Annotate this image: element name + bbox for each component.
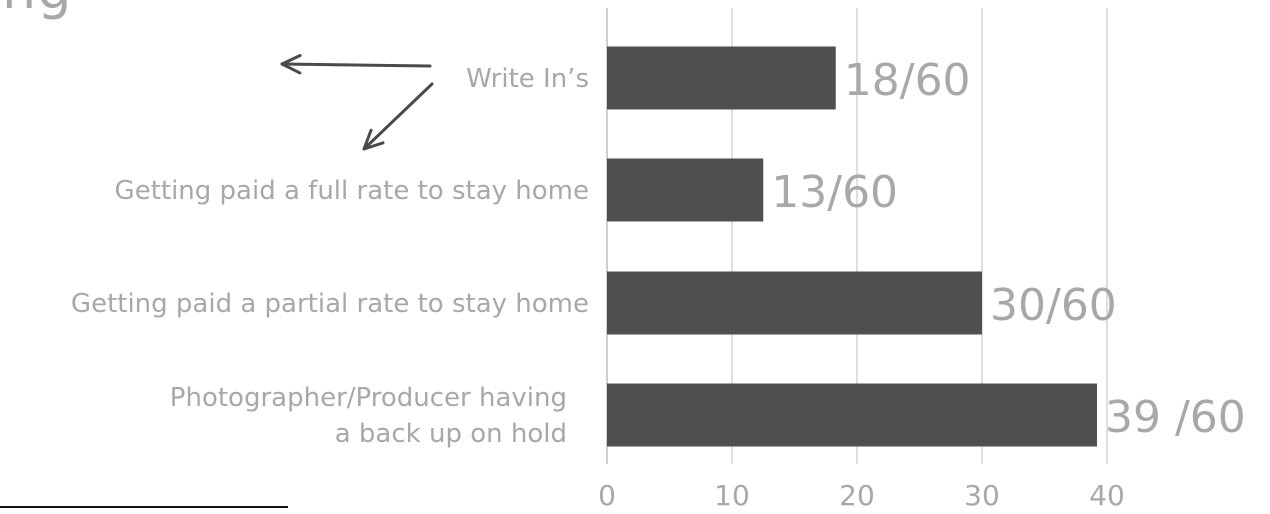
cropped-title: ng — [2, 0, 73, 21]
x-tick-label: 0 — [598, 479, 616, 510]
annotation-arrow-shaft — [280, 62, 432, 68]
data-label: 13/60 — [771, 167, 898, 218]
annotation-arrow-head — [362, 128, 385, 151]
category-label: Photographer/Producer having — [170, 383, 567, 413]
footnote-divider — [0, 506, 288, 508]
data-label: 39 /60 — [1105, 392, 1246, 443]
data-label: 18/60 — [844, 55, 971, 106]
x-tick-label: 10 — [714, 479, 750, 510]
annotation-arrow-head — [280, 54, 302, 75]
bar — [607, 46, 836, 110]
category-label: Write In’s — [466, 64, 589, 94]
x-tick-label: 30 — [964, 479, 1000, 510]
x-tick-label: 20 — [839, 479, 875, 510]
annotation-arrow-shaft — [362, 82, 434, 151]
bar — [607, 383, 1097, 447]
category-label: Getting paid a partial rate to stay home — [71, 289, 589, 319]
bar — [607, 158, 764, 222]
data-label: 30/60 — [990, 280, 1117, 331]
x-tick-label: 40 — [1089, 479, 1125, 510]
category-label: Getting paid a full rate to stay home — [115, 176, 589, 206]
category-label: a back up on hold — [335, 419, 567, 449]
bar — [607, 271, 982, 335]
